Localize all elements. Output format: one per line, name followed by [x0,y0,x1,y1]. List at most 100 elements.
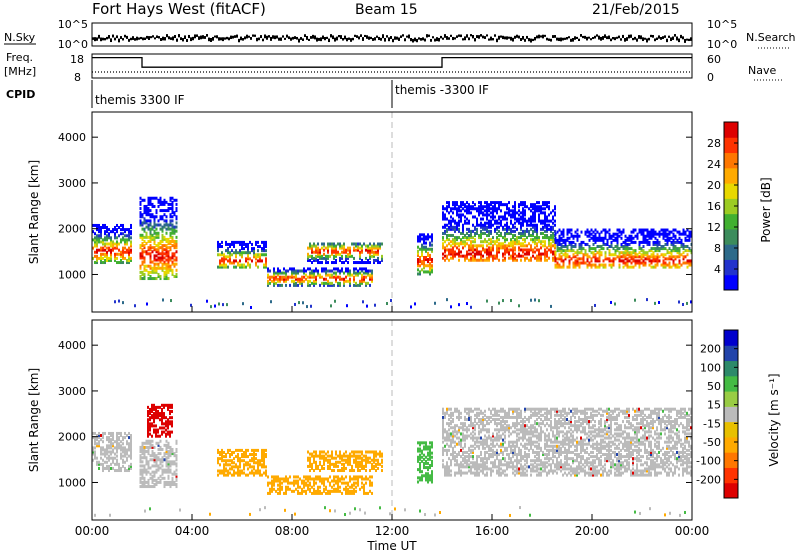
power-mark [666,228,669,232]
power-mark [369,250,371,254]
velocity-mark [94,452,96,456]
velocity-mark [462,424,464,428]
power-mark [592,263,595,267]
power-mark [470,234,472,238]
velocity-mark [299,491,301,495]
power-mark [243,240,245,244]
power-mark [612,259,615,263]
power-mark [163,272,166,276]
velocity-mark [285,477,287,481]
nsky-mark [164,37,166,41]
power-mark [265,245,267,249]
power-mark [518,213,520,217]
velocity-mark [229,448,231,452]
power-mark [632,228,635,232]
velocity-mark [161,409,163,413]
velocity-mark [227,473,229,477]
velocity-mark [275,479,277,483]
power-mark [263,265,265,269]
velocity-mark [373,456,375,460]
nsky-mark [630,34,632,38]
power-mark [253,255,255,259]
nsky-mark [330,34,332,38]
velocity-mark [118,442,120,446]
power-mark [556,247,559,251]
power-mark [602,242,605,246]
velocity-mark [446,453,448,457]
power-mark [325,261,327,265]
power-mark [265,242,267,246]
power-mark [610,234,613,238]
velocity-mark [335,456,337,460]
velocity-mark [261,450,263,454]
power-mark [365,269,367,273]
power-mark [102,256,104,260]
power-mark [239,242,241,246]
power-mark [474,203,476,207]
velocity-mark [327,477,329,481]
power-mark [171,196,174,200]
power-mark [556,242,559,246]
velocity-mark [245,455,247,459]
power-mark [446,227,448,231]
power-mark [494,207,496,211]
power-mark [564,257,567,261]
power-mark [640,230,643,234]
nsky-mark [210,37,212,42]
velocity-mark [377,452,379,456]
velocity-mark [379,462,381,466]
velocity-mark [221,471,223,475]
power-mark [96,258,98,262]
power-mark [642,249,645,253]
power-mark [159,242,162,246]
power-mark [452,238,454,242]
velocity-mark [167,420,169,424]
velocity-mark [165,450,168,454]
power-mark [514,201,516,205]
power-mark [462,242,464,246]
power-mark [377,258,379,262]
power-mark [171,209,174,213]
velocity-mark [167,466,170,470]
velocity-mark [269,491,271,495]
power-mark [482,246,484,250]
velocity-mark [427,472,429,476]
power-mark [566,247,569,251]
velocity-mark [151,439,154,443]
power-mark [442,207,444,211]
velocity-mark [153,478,156,482]
power-mark [460,250,462,254]
velocity-mark [153,445,156,449]
power-mark [476,258,478,262]
nsky-mark [520,38,522,41]
power-mark [650,236,653,240]
power-mark [450,250,452,254]
power-mark [514,221,516,225]
power-mark [173,246,176,250]
velocity-mark [351,489,353,493]
power-mark [516,219,518,223]
velocity-mark [427,447,429,451]
velocity-mark [359,475,361,479]
power-mark [546,219,548,223]
power-mark [544,234,546,238]
power-mark [602,236,605,240]
power-mark [347,248,349,252]
velocity-mark [173,452,176,456]
velocity-mark [108,440,110,444]
velocity-mark [329,491,331,495]
power-mark [534,256,536,260]
power-mark [145,209,148,213]
velocity-mark [460,444,462,448]
velocity-mark [460,471,462,475]
power-mark [221,257,223,261]
power-mark [219,245,221,249]
velocity-mark [237,448,239,452]
velocity-mark [285,487,287,491]
velocity-mark [293,481,295,485]
power-mark [514,238,516,242]
velocity-mark [317,485,319,489]
velocity-mark [367,456,369,460]
power-mark [664,228,667,232]
nsky-mark [676,36,678,41]
